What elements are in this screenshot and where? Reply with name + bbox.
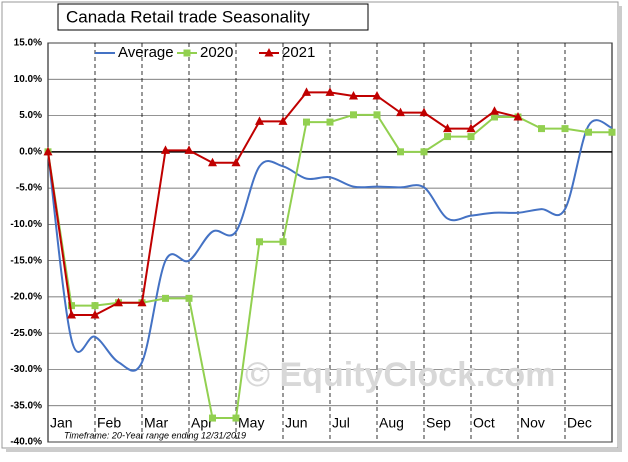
point (513, 111, 523, 121)
point (397, 148, 404, 156)
x-tick-label: Feb (97, 415, 121, 431)
x-tick-label: Jul (332, 415, 350, 431)
point (444, 133, 451, 141)
watermark: © EquityClock.com (245, 356, 555, 394)
x-tick-label: Nov (520, 415, 545, 431)
point (231, 157, 241, 167)
y-tick-label: 0.0% (19, 146, 42, 157)
y-tick-label: -25.0% (10, 328, 42, 339)
footnote: Timeframe: 20-Year range ending 12/31/20… (64, 430, 246, 440)
point (325, 87, 335, 96)
point (443, 123, 452, 133)
y-tick-label: -10.0% (10, 219, 42, 230)
legend-label: 2021 (282, 44, 315, 61)
x-tick-label: Jun (285, 415, 308, 431)
y-tick-label: -30.0% (10, 364, 42, 375)
point (43, 146, 53, 156)
y-tick-label: -35.0% (10, 400, 42, 411)
point (91, 302, 99, 310)
point (350, 111, 357, 119)
point (255, 116, 264, 125)
x-tick-label: Jan (50, 415, 73, 431)
point (561, 125, 569, 133)
point (585, 128, 592, 136)
point (114, 297, 123, 307)
point (326, 118, 334, 126)
legend-marker (183, 49, 191, 57)
x-tick-label: Mar (144, 415, 168, 431)
point (349, 90, 358, 100)
x-tick-label: Apr (191, 415, 213, 431)
point (161, 145, 170, 154)
point (608, 128, 616, 136)
point (185, 294, 193, 302)
point (419, 107, 429, 117)
chart-title: Canada Retail trade Seasonality (66, 7, 310, 26)
legend-label: Average (118, 44, 174, 61)
legend-label: 2020 (200, 44, 233, 61)
y-tick-label: 5.0% (19, 110, 42, 121)
point (278, 116, 288, 125)
point (162, 294, 169, 302)
point (491, 113, 498, 121)
y-tick-label: -15.0% (10, 255, 42, 266)
legend: Average 2020 2021 (95, 44, 315, 61)
point (67, 310, 76, 319)
point (90, 310, 100, 319)
point (538, 125, 545, 133)
point (232, 414, 240, 422)
point (303, 118, 310, 126)
y-tick-label: 10.0% (14, 74, 42, 85)
point (372, 90, 382, 100)
point (184, 145, 194, 154)
y-tick-label: 15.0% (14, 38, 42, 49)
point (279, 238, 287, 246)
x-tick-label: Sep (426, 415, 451, 431)
shadow (6, 448, 622, 452)
point (466, 123, 476, 133)
point (302, 87, 311, 96)
point (209, 414, 216, 422)
series-line (47, 119, 613, 372)
legend-marker (264, 48, 274, 57)
point (208, 157, 217, 167)
y-tick-label: -20.0% (10, 292, 42, 303)
point (256, 238, 263, 246)
point (68, 302, 75, 310)
frame (1, 1, 619, 449)
point (137, 297, 147, 307)
x-tick-label: May (238, 415, 264, 431)
shadow (618, 6, 622, 452)
x-tick-label: Oct (473, 415, 495, 431)
plot (43, 87, 616, 422)
point (420, 148, 428, 156)
point (467, 133, 475, 141)
title-box (57, 3, 369, 31)
point (373, 111, 381, 119)
x-tick-label: Aug (379, 415, 404, 431)
point (490, 106, 499, 115)
x-tick-label: Dec (567, 415, 592, 431)
y-tick-label: -5.0% (16, 183, 42, 194)
point (396, 107, 405, 117)
y-tick-label: -40.0% (10, 437, 42, 448)
